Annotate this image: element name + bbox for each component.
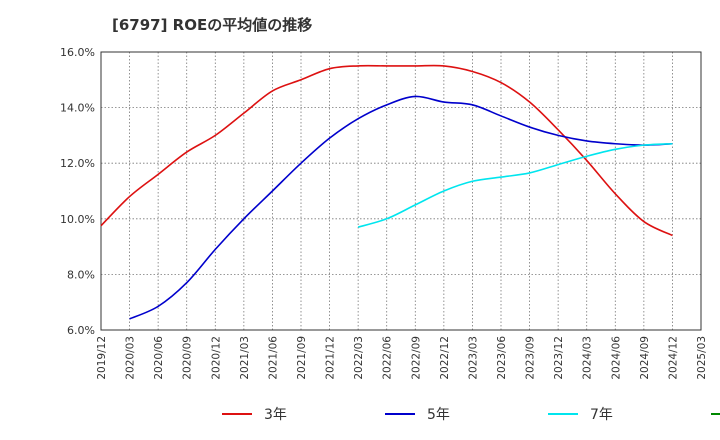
x-tick-label: 2024/06 xyxy=(610,336,622,380)
x-tick-label: 2023/06 xyxy=(496,336,508,380)
x-tick-label: 2020/06 xyxy=(153,336,165,380)
grid-lines xyxy=(101,52,701,330)
x-tick-label: 2025/03 xyxy=(696,336,708,380)
x-tick-label: 2024/03 xyxy=(582,336,594,380)
x-tick-label: 2021/09 xyxy=(296,336,308,380)
x-tick-label: 2022/12 xyxy=(439,336,451,380)
y-tick-label: 6.0% xyxy=(67,324,95,337)
x-tick-label: 2020/03 xyxy=(125,336,137,380)
y-tick-label: 12.0% xyxy=(60,157,95,170)
legend-label: 3年 xyxy=(264,407,287,423)
x-tick-label: 2020/09 xyxy=(182,336,194,380)
series-line-7年 xyxy=(357,142,673,228)
x-tick-label: 2024/09 xyxy=(639,336,651,380)
x-tick-label: 2024/12 xyxy=(667,336,679,380)
plot-frame xyxy=(100,51,702,331)
chart-title: [6797] ROEの平均値の推移 xyxy=(112,16,313,34)
x-tick-label: 2019/12 xyxy=(96,336,108,380)
y-tick-label: 16.0% xyxy=(60,46,95,59)
y-tick-label: 8.0% xyxy=(67,268,95,281)
y-tick-label: 10.0% xyxy=(60,213,95,226)
x-tick-label: 2023/09 xyxy=(525,336,537,380)
x-tick-label: 2021/03 xyxy=(239,336,251,380)
x-tick-label: 2021/12 xyxy=(325,336,337,380)
series-lines xyxy=(100,64,673,320)
y-tick-label: 14.0% xyxy=(60,102,95,115)
x-tick-label: 2023/03 xyxy=(467,336,479,380)
y-axis: 6.0% 8.0% 10.0% 12.0% 14.0% 16.0% xyxy=(60,46,95,337)
x-tick-label: 2023/12 xyxy=(553,336,565,380)
legend-label: 7年 xyxy=(590,407,613,423)
x-tick-label: 2022/03 xyxy=(353,336,365,380)
legend: 3年5年7年10年 xyxy=(222,407,720,423)
x-tick-label: 2021/06 xyxy=(267,336,279,380)
plot-area xyxy=(101,52,701,330)
x-tick-label: 2022/06 xyxy=(382,336,394,380)
x-tick-label: 2022/09 xyxy=(410,336,422,380)
x-axis: 2019/12 2020/03 2020/06 2020/09 2020/12 2021/… xyxy=(96,336,708,380)
x-tick-label: 2020/12 xyxy=(210,336,222,380)
series-line-5年 xyxy=(129,95,673,320)
series-line-3年 xyxy=(100,64,673,237)
legend-label: 5年 xyxy=(427,407,450,423)
